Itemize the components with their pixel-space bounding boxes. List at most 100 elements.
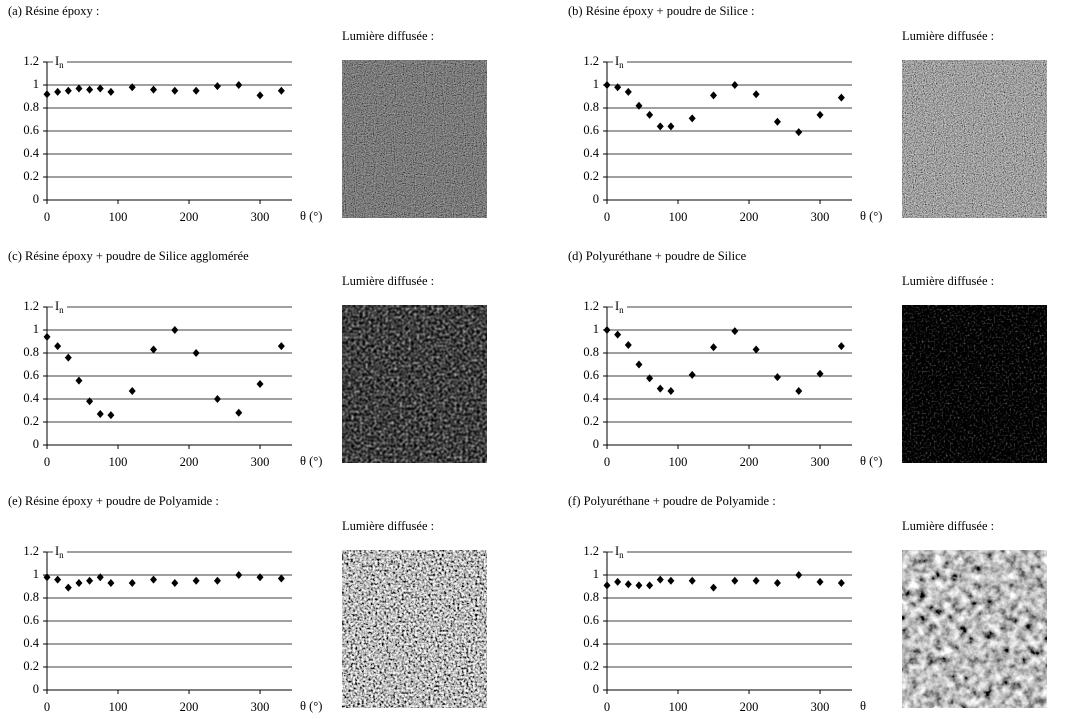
y-tick-label: 1.2 (583, 544, 599, 558)
data-point (64, 583, 72, 592)
y-tick-label: 0.8 (23, 100, 39, 114)
data-point (75, 376, 83, 385)
speckle-image (902, 305, 1047, 463)
y-axis-label-sub: n (59, 60, 64, 70)
data-point (43, 90, 51, 99)
data-point (277, 342, 285, 351)
data-point (128, 579, 136, 588)
x-tick-label: 300 (811, 210, 830, 224)
data-point (171, 579, 179, 588)
data-point (150, 575, 158, 584)
speckle-image (342, 550, 487, 708)
data-point (624, 87, 632, 96)
panel: (a) Résine époxy : Lumière diffusée : 0 0.2… (8, 4, 487, 224)
data-point (667, 122, 675, 131)
y-tick-label: 1 (33, 77, 39, 91)
data-point (150, 345, 158, 354)
y-label-bg (613, 544, 627, 560)
x-tick-label: 100 (669, 455, 688, 469)
y-tick-label: 0.4 (583, 146, 599, 160)
panel: (c) Résine époxy + poudre de Silice aggl… (8, 249, 487, 469)
y-tick-label: 1 (593, 322, 599, 336)
y-label-bg (53, 54, 67, 70)
data-point (837, 342, 845, 351)
data-point (235, 571, 243, 579)
panel: (b) Résine époxy + poudre de Silice : Lum… (568, 4, 1047, 224)
data-point (624, 580, 632, 589)
data-point (731, 327, 739, 336)
data-point (171, 86, 179, 95)
data-point (603, 581, 611, 590)
y-label-bg (53, 544, 67, 560)
panel-title: (b) Résine époxy + poudre de Silice : (568, 4, 755, 18)
data-point (710, 583, 718, 592)
y-tick-label: 1.2 (23, 54, 39, 68)
data-point (86, 576, 94, 585)
y-axis-label: In (615, 299, 624, 315)
y-axis-label-sub: n (619, 60, 624, 70)
data-point (635, 581, 643, 590)
panel: (e) Résine époxy + poudre de Polyamide :… (8, 494, 487, 714)
data-point (96, 573, 104, 582)
data-point (646, 374, 654, 383)
y-tick-label: 0.2 (23, 414, 39, 428)
data-point (635, 101, 643, 110)
y-label-bg (613, 299, 627, 315)
y-axis-label: In (615, 544, 624, 560)
data-point (43, 573, 51, 582)
x-axis-label: θ (°) (300, 454, 322, 468)
data-point (837, 93, 845, 102)
data-point (614, 577, 622, 586)
data-point (614, 330, 622, 339)
data-point (64, 86, 72, 95)
data-point (277, 86, 285, 95)
data-point (75, 579, 83, 588)
data-point (710, 343, 718, 352)
image-label: Lumière diffusée : (902, 519, 994, 533)
y-tick-label: 0.4 (23, 146, 39, 160)
data-point (64, 353, 72, 362)
data-point (731, 576, 739, 585)
x-tick-label: 200 (740, 210, 759, 224)
x-tick-label: 0 (44, 700, 50, 714)
y-axis-label-main: I (615, 544, 619, 558)
panel-title: (d) Polyuréthane + poudre de Silice (568, 249, 747, 263)
data-point (603, 326, 611, 334)
image-label: Lumière diffusée : (342, 29, 434, 43)
data-point (213, 82, 221, 91)
x-axis-label: θ (°) (300, 209, 322, 223)
y-tick-label: 0.6 (583, 368, 599, 382)
y-tick-label: 0 (33, 192, 39, 206)
data-point (646, 110, 654, 119)
data-point (75, 84, 83, 93)
data-point (731, 81, 739, 89)
y-tick-label: 0 (33, 682, 39, 696)
data-point (635, 360, 643, 369)
data-point (150, 85, 158, 94)
data-point (773, 117, 781, 126)
y-tick-label: 0.4 (583, 636, 599, 650)
panel-title: (f) Polyuréthane + poudre de Polyamide : (568, 494, 776, 508)
x-tick-label: 300 (251, 700, 270, 714)
speckle-image (902, 60, 1047, 218)
y-axis-label-sub: n (619, 305, 624, 315)
data-point (773, 579, 781, 588)
data-point (603, 81, 611, 89)
y-axis-label-main: I (55, 299, 59, 313)
data-point (192, 86, 200, 95)
data-point (277, 574, 285, 583)
y-axis-label-main: I (615, 54, 619, 68)
speckle-image (342, 305, 487, 463)
panel-title: (e) Résine époxy + poudre de Polyamide : (8, 494, 219, 508)
data-point (624, 340, 632, 349)
y-tick-label: 1 (33, 567, 39, 581)
x-tick-label: 0 (604, 455, 610, 469)
y-tick-label: 0.4 (23, 636, 39, 650)
y-tick-label: 0.8 (583, 590, 599, 604)
y-tick-label: 1.2 (583, 54, 599, 68)
data-point (816, 369, 824, 378)
y-tick-label: 0.2 (23, 659, 39, 673)
y-tick-label: 1 (33, 322, 39, 336)
x-tick-label: 100 (109, 455, 128, 469)
